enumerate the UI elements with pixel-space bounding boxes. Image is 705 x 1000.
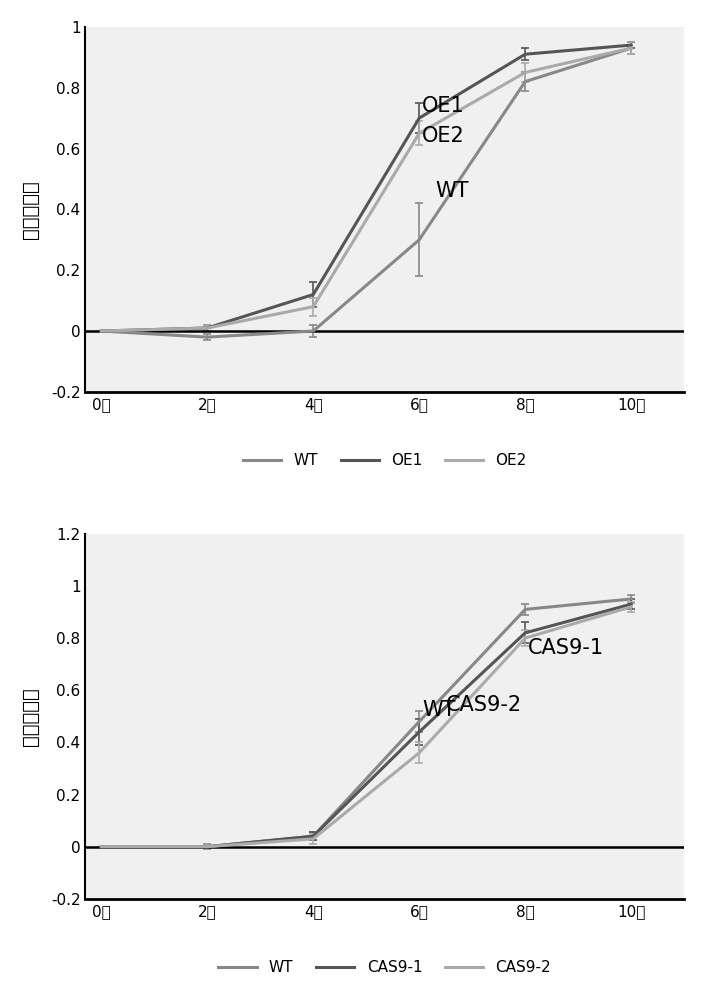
Y-axis label: 种子萌发率: 种子萌发率 bbox=[21, 687, 40, 746]
Legend: WT, OE1, OE2: WT, OE1, OE2 bbox=[237, 447, 533, 474]
Text: OE1: OE1 bbox=[422, 96, 465, 116]
Y-axis label: 种子萌发率: 种子萌发率 bbox=[21, 180, 40, 239]
Text: CAS9-2: CAS9-2 bbox=[446, 695, 522, 715]
Text: WT: WT bbox=[422, 700, 455, 720]
Legend: WT, CAS9-1, CAS9-2: WT, CAS9-1, CAS9-2 bbox=[212, 954, 558, 981]
Text: CAS9-1: CAS9-1 bbox=[528, 638, 604, 658]
Text: WT: WT bbox=[435, 181, 469, 201]
Text: OE2: OE2 bbox=[422, 126, 465, 146]
